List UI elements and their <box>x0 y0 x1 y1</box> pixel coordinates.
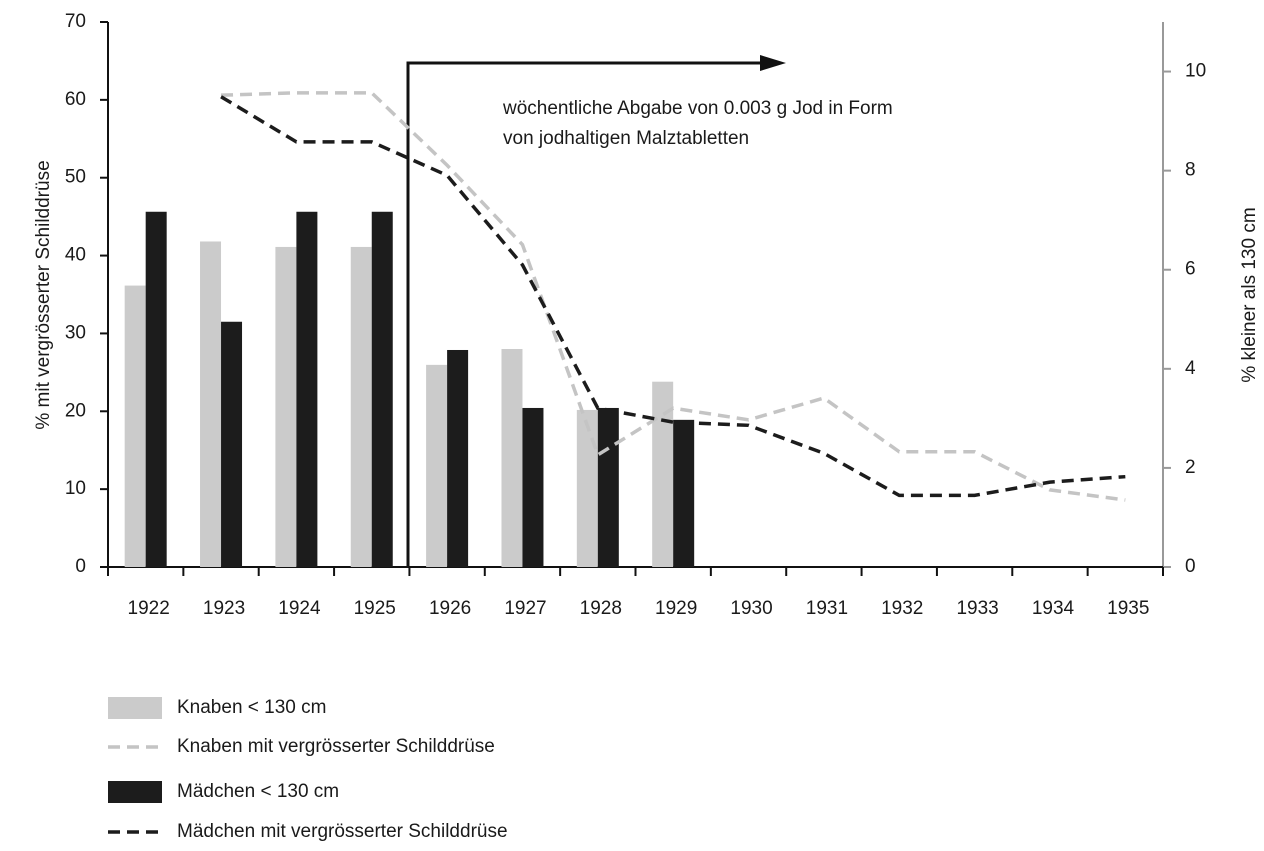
x-tick-label: 1923 <box>203 598 245 619</box>
y2-tick-label: 10 <box>1185 61 1206 82</box>
x-tick-label: 1922 <box>128 598 170 619</box>
y2-tick-label: 8 <box>1185 160 1196 181</box>
x-tick-label: 1928 <box>580 598 622 619</box>
bar <box>652 381 674 567</box>
x-tick-label: 1929 <box>655 598 697 619</box>
x-tick-label: 1933 <box>956 598 998 619</box>
bar <box>350 246 372 567</box>
annotation: wöchentliche Abgabe von 0.003 g Jod in F… <box>502 98 893 119</box>
bar <box>124 285 146 567</box>
bar <box>200 241 222 567</box>
y-tick-label: 20 <box>65 400 86 421</box>
y2-tick-label: 4 <box>1185 358 1196 379</box>
x-tick-label: 1935 <box>1107 598 1149 619</box>
annotation: von jodhaltigen Malztabletten <box>503 128 749 149</box>
y-tick-label: 0 <box>75 556 86 577</box>
y-tick-label: 60 <box>65 89 86 110</box>
bar <box>522 407 544 567</box>
y2-axis-label: % kleiner als 130 cm <box>1239 207 1260 382</box>
bar <box>576 409 598 567</box>
line <box>220 95 1126 498</box>
line <box>220 91 1126 502</box>
arrow-head <box>760 55 786 71</box>
y2-tick-label: 0 <box>1185 556 1196 577</box>
bar <box>221 321 243 567</box>
y2-tick-label: 2 <box>1185 457 1196 478</box>
intervention-arrow <box>406 61 768 567</box>
y2-tick-label: 6 <box>1185 259 1196 280</box>
legend-label: Mädchen mit vergrösserter Schilddrüse <box>177 821 508 842</box>
legend-swatch <box>108 697 162 719</box>
bar <box>371 211 393 567</box>
y-tick-label: 10 <box>65 478 86 499</box>
bar <box>597 407 619 567</box>
x-tick-label: 1932 <box>881 598 923 619</box>
bar <box>145 211 167 567</box>
x-tick-label: 1927 <box>504 598 546 619</box>
legend-label: Mädchen < 130 cm <box>177 781 339 802</box>
x-tick-label: 1925 <box>354 598 396 619</box>
x-tick-label: 1930 <box>730 598 772 619</box>
y-tick-label: 30 <box>65 322 86 343</box>
bar <box>275 246 297 567</box>
y-axis-label: % mit vergrösserter Schilddrüse <box>33 160 54 429</box>
x-tick-label: 1924 <box>278 598 321 619</box>
y-tick-label: 50 <box>65 167 86 188</box>
bar <box>426 364 448 567</box>
legend-label: Knaben mit vergrösserter Schilddrüse <box>177 736 495 757</box>
y-tick-label: 70 <box>65 11 86 32</box>
x-tick-label: 1931 <box>806 598 848 619</box>
x-tick-label: 1926 <box>429 598 471 619</box>
bar <box>673 419 695 567</box>
bar <box>296 211 318 567</box>
x-tick-label: 1934 <box>1032 598 1075 619</box>
legend-label: Knaben < 130 cm <box>177 697 326 718</box>
y-tick-label: 40 <box>65 245 86 266</box>
legend-swatch <box>108 781 162 803</box>
bar <box>447 349 469 567</box>
bar <box>501 349 523 567</box>
